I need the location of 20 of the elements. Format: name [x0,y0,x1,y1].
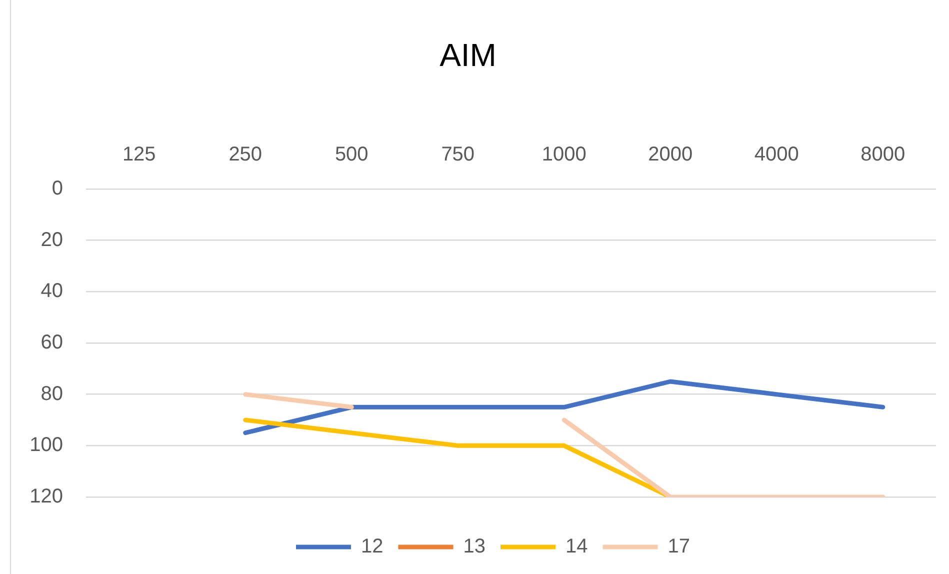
x-tick-label: 500 [334,144,368,166]
y-tick-label: 100 [30,434,63,456]
legend-label: 14 [566,536,588,558]
legend-label: 13 [463,536,486,558]
x-tick-label: 750 [441,144,475,166]
y-tick-label: 80 [40,382,63,405]
x-tick-label: 125 [122,144,156,166]
x-tick-label: 250 [228,144,262,166]
y-tick-label: 120 [30,486,63,508]
y-tick-label: 40 [40,280,63,302]
x-tick-label: 4000 [754,144,799,166]
y-tick-label: 20 [40,228,63,251]
legend-label: 12 [361,536,384,558]
x-tick-label: 8000 [860,144,906,166]
x-tick-label: 2000 [648,144,693,166]
y-tick-label: 0 [52,178,63,200]
x-tick-label: 1000 [542,144,586,166]
y-tick-label: 60 [40,332,63,354]
chart-title: AIM [440,37,496,74]
legend-label: 17 [668,536,690,558]
